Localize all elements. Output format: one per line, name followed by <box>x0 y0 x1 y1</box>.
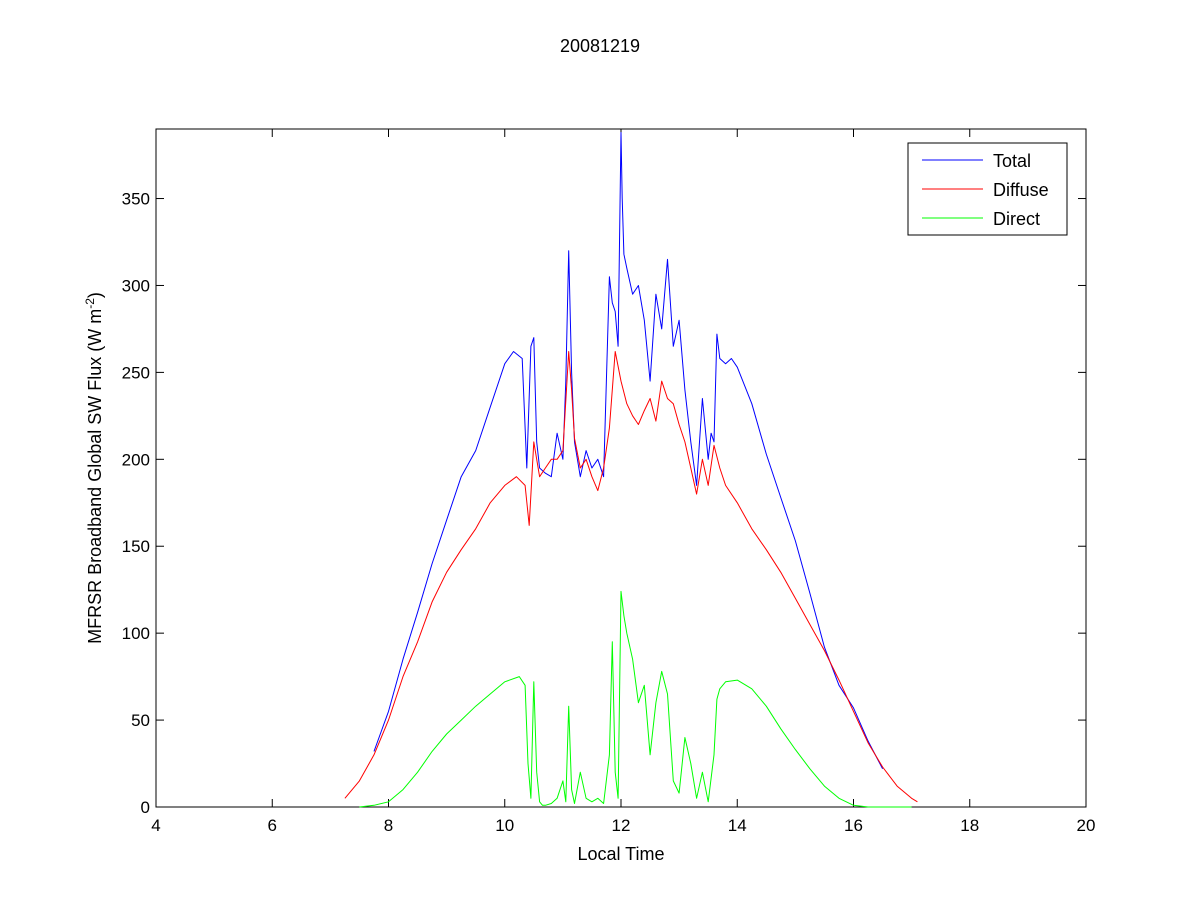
x-tick-label: 18 <box>960 816 979 835</box>
y-axis-title-main: MFRSR Broadband Global SW Flux (W m <box>85 309 105 644</box>
series-line-direct <box>359 590 912 808</box>
y-axis-title: MFRSR Broadband Global SW Flux (W m-2) <box>83 292 105 644</box>
legend-label-direct: Direct <box>993 209 1040 229</box>
x-tick-label: 20 <box>1077 816 1096 835</box>
x-tick-label: 6 <box>268 816 277 835</box>
y-tick-label: 50 <box>131 711 150 730</box>
chart-title: 20081219 <box>560 36 640 56</box>
y-tick-label: 300 <box>122 276 150 295</box>
y-axis-title-superscript: -2 <box>83 298 97 309</box>
y-tick-label: 250 <box>122 363 150 382</box>
y-axis-title-close: ) <box>85 292 105 298</box>
x-axis-title: Local Time <box>577 844 664 864</box>
series-line-diffuse <box>344 351 918 803</box>
x-tick-label: 4 <box>151 816 160 835</box>
legend-label-total: Total <box>993 151 1031 171</box>
y-tick-label: 350 <box>122 190 150 209</box>
y-tick-label: 100 <box>122 624 150 643</box>
series-line-total <box>373 132 884 770</box>
x-tick-label: 12 <box>612 816 631 835</box>
y-tick-label: 0 <box>141 798 150 817</box>
x-tick-label: 8 <box>384 816 393 835</box>
chart-legend: Total Diffuse Direct <box>907 142 1068 236</box>
y-tick-label: 150 <box>122 537 150 556</box>
x-tick-label: 10 <box>495 816 514 835</box>
plot-area <box>155 128 1087 808</box>
x-tick-label: 14 <box>728 816 747 835</box>
x-tick-label: 16 <box>844 816 863 835</box>
legend-label-diffuse: Diffuse <box>993 180 1049 200</box>
y-tick-label: 200 <box>122 450 150 469</box>
series-layer <box>344 132 918 808</box>
